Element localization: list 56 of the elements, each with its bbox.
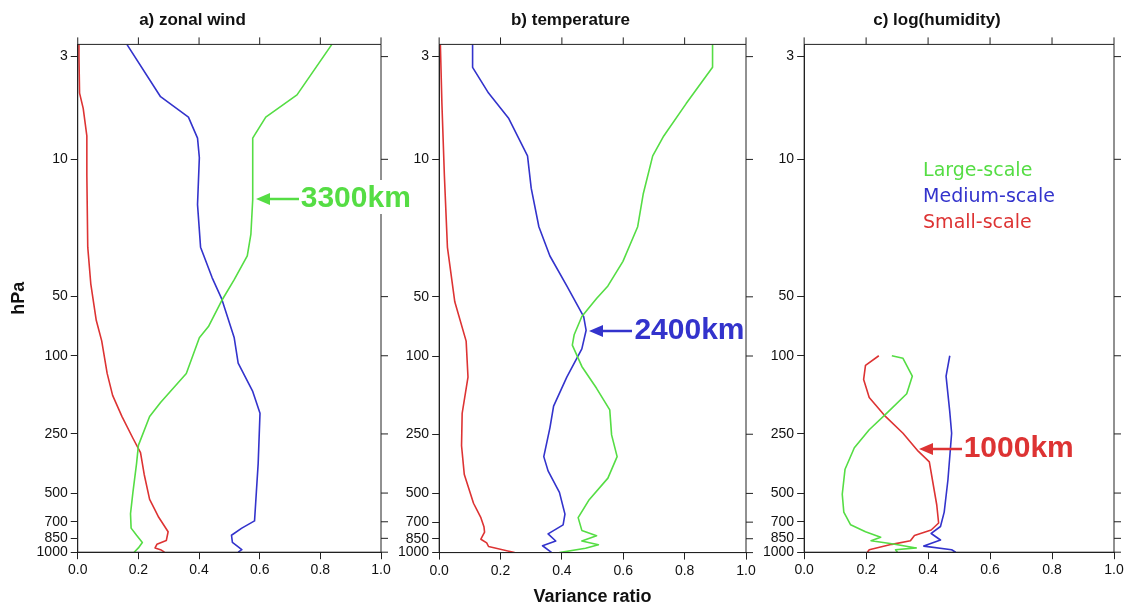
y-tick-label: 500 xyxy=(44,483,68,500)
y-tick-label: 3 xyxy=(786,47,795,64)
x-tick-label: 1.0 xyxy=(736,561,756,578)
y-tick-label: 50 xyxy=(778,287,795,304)
chart-title: b) temperature xyxy=(510,9,631,29)
y-tick-label: 10 xyxy=(52,150,68,167)
x-tick-label: 0.6 xyxy=(980,561,1000,578)
x-tick-label: 0.2 xyxy=(490,561,511,578)
text: Large-scale xyxy=(923,157,1034,183)
y-tick-label: 700 xyxy=(405,513,430,530)
y-tick-label: 700 xyxy=(44,512,68,529)
y-tick-label: 250 xyxy=(770,424,795,441)
y-tick-label: 250 xyxy=(44,424,68,441)
x-tick-label: 0.8 xyxy=(1042,561,1062,578)
text: Medium-scale xyxy=(923,183,1055,209)
y-tick-label: 850 xyxy=(44,529,68,546)
y-tick-label: 850 xyxy=(770,529,795,546)
annotation: 2400km xyxy=(634,312,745,347)
annotation: 3300km xyxy=(300,180,411,215)
y-tick-label: 3 xyxy=(421,47,430,64)
x-tick-label: 0.8 xyxy=(674,561,695,578)
y-tick-label: 50 xyxy=(413,287,430,304)
x-tick-label: 0.0 xyxy=(429,561,450,578)
y-tick-label: 1000 xyxy=(36,543,68,560)
y-tick-label: 10 xyxy=(778,150,795,167)
x-tick-label: 0.8 xyxy=(310,561,331,578)
x-tick-label: 1.0 xyxy=(371,561,391,578)
y-tick-label: 100 xyxy=(44,346,68,363)
chart-title: a) zonal wind xyxy=(139,9,246,29)
y-axis-title: hPa xyxy=(7,280,28,315)
y-tick-label: 3 xyxy=(59,47,68,64)
x-tick-label: 0.4 xyxy=(189,561,209,578)
x-tick-label: 0.6 xyxy=(613,561,634,578)
y-tick-label: 1000 xyxy=(762,543,795,560)
x-axis-title: Variance ratio xyxy=(533,586,652,607)
x-tick-label: 0.2 xyxy=(856,561,877,578)
x-tick-label: 0.0 xyxy=(68,561,88,578)
y-tick-label: 100 xyxy=(770,346,795,363)
y-tick-label: 850 xyxy=(405,529,430,546)
x-tick-label: 0.6 xyxy=(249,561,270,578)
y-tick-label: 50 xyxy=(52,287,68,304)
y-tick-label: 1000 xyxy=(397,543,430,560)
y-tick-label: 500 xyxy=(770,483,795,500)
y-tick-label: 500 xyxy=(405,484,430,501)
x-tick-label: 0.4 xyxy=(918,561,939,578)
text: Small-scale xyxy=(923,209,1033,235)
annotation: 1000km xyxy=(963,430,1074,465)
chart-title: c) log(humidity) xyxy=(873,9,1001,29)
x-tick-label: 0.0 xyxy=(794,561,815,578)
x-tick-label: 1.0 xyxy=(1104,561,1124,578)
x-tick-label: 0.4 xyxy=(552,561,572,578)
y-tick-label: 700 xyxy=(770,512,795,529)
y-tick-label: 250 xyxy=(405,425,430,442)
y-tick-label: 100 xyxy=(405,346,430,363)
y-tick-label: 10 xyxy=(413,150,430,167)
x-tick-label: 0.2 xyxy=(128,561,149,578)
